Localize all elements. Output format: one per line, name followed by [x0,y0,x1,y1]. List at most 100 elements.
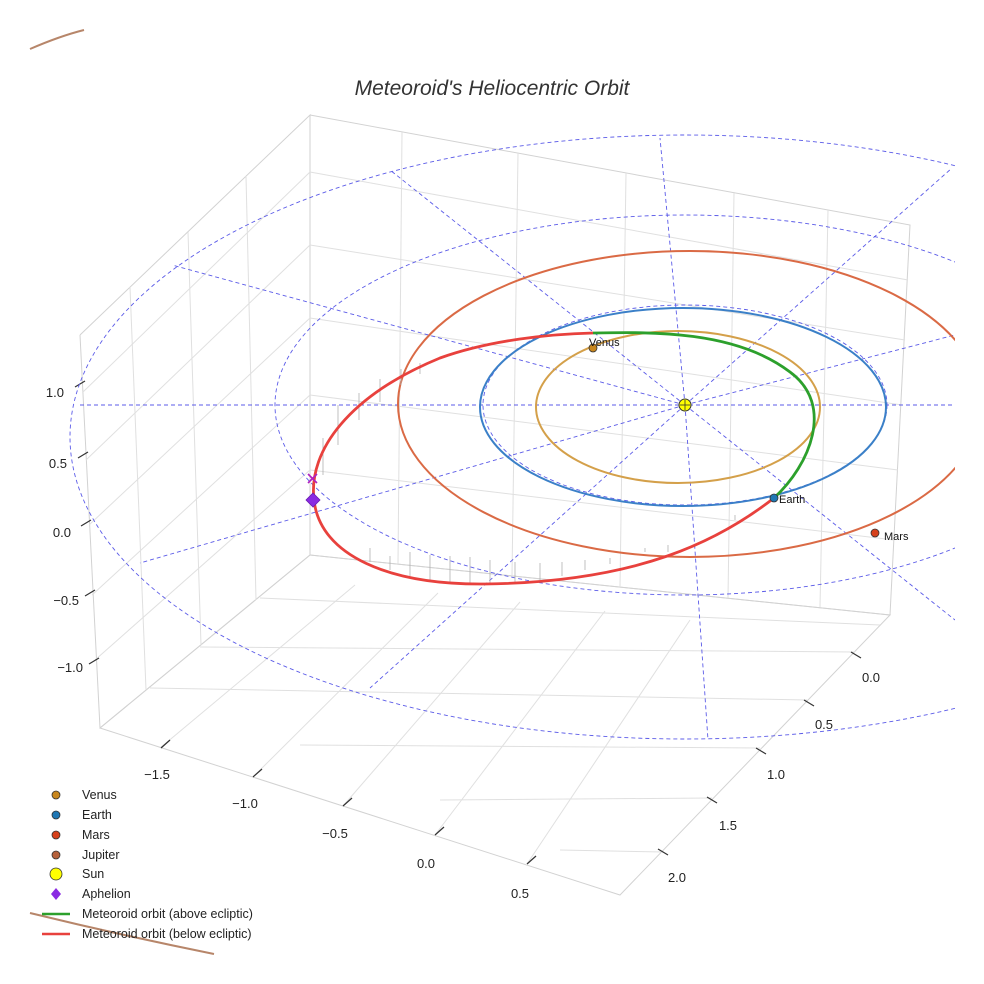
grid-line [199,646,856,653]
z-axis: 1.0 0.5 0.0 −0.5 −1.0 [46,380,100,675]
ecliptic-circle [69,134,955,740]
grid-line [309,244,906,341]
jupiter-orbit-arc [29,912,215,955]
legend-venus-label: Venus [82,788,117,802]
ecliptic-radial [659,137,686,406]
legend-mars-icon [51,830,61,840]
grid-line [309,171,909,281]
x-axis: −1.5 −1.0 −0.5 0.0 0.5 [144,739,537,901]
grid-line [129,286,147,691]
legend-below-label: Meteoroid orbit (below ecliptic) [82,927,252,941]
y-tick [850,651,862,659]
y-tick [755,747,767,755]
earth-label: Earth [779,494,805,506]
grid-line [526,619,691,865]
y-tick-label: 1.5 [719,818,737,833]
grid-line [259,597,881,626]
drop-lines [322,363,736,585]
x-tick-label: −1.0 [232,796,258,811]
grid-lines [82,131,909,865]
meteoroid-orbit-below [312,331,775,586]
grid-line [88,317,311,526]
z-tick [80,519,92,527]
legend-jupiter-label: Jupiter [82,848,120,862]
earth-marker [769,493,779,503]
x-tick [252,768,263,778]
z-tick-label: 0.5 [49,456,67,471]
z-tick-label: −1.0 [57,660,83,675]
z-tick-label: 0.0 [53,525,71,540]
legend-jupiter-icon [51,850,61,860]
ecliptic-radial [684,334,955,406]
y-tick [657,848,669,856]
x-tick [434,826,445,836]
legend-aphelion-label: Aphelion [82,887,131,901]
grid-line [159,584,356,749]
y-tick [803,699,815,707]
grid-line [397,131,403,565]
ecliptic-radial [139,404,686,564]
grid-line [252,592,439,778]
y-tick-label: 0.0 [862,670,880,685]
z-tick-label: 1.0 [46,385,64,400]
y-tick [706,796,718,804]
ecliptic-circle [274,214,955,596]
grid-line [187,231,202,646]
grid-line [434,610,606,836]
grid-line [85,244,311,461]
ecliptic-radial [684,404,955,621]
z-tick-label: −0.5 [53,593,79,608]
legend-sun-icon [49,867,63,881]
legend-sun-label: Sun [82,867,104,881]
grid-line [299,744,761,749]
legend-venus-icon [51,790,61,800]
legend-earth-icon [51,810,61,820]
legend-earth-label: Earth [82,808,112,822]
mars-label: Mars [884,531,909,543]
grid-line [94,469,311,661]
jupiter-orbit-arc [29,29,85,50]
x-tick [160,739,171,749]
grid-line [511,152,519,577]
z-tick [88,657,100,665]
x-tick-label: −1.5 [144,767,170,782]
back-left-pane [79,113,311,730]
y-axis: 0.0 0.5 1.0 1.5 2.0 [657,651,880,885]
grid-line [727,192,735,599]
axes-box [79,113,911,896]
meteoroid-orbit-above [592,331,816,500]
x-tick [526,855,537,865]
grid-line [309,317,903,406]
ecliptic-radial [369,404,686,689]
x-tick-label: 0.0 [417,856,435,871]
ecliptic-grid [69,134,955,741]
earth-orbit [479,307,887,507]
grid-line [82,171,311,393]
legend-aphelion-icon [51,888,61,900]
y-tick-label: 1.0 [767,767,785,782]
mars-marker [870,528,880,538]
aphelion-marker [305,492,321,508]
grid-line [439,797,713,801]
ecliptic-radial [389,169,686,406]
grid-line [245,175,257,601]
x-tick [342,797,353,807]
chart-title: Meteoroid's Heliocentric Orbit [355,77,631,100]
z-tick [77,451,89,459]
grid-line [309,394,899,471]
grid-line [91,394,311,596]
grid-line [149,687,808,701]
x-tick-label: 0.5 [511,886,529,901]
floor-pane [99,554,892,896]
grid-line [309,469,895,541]
legend-mars-label: Mars [82,828,110,842]
venus-label: Venus [589,337,620,349]
y-tick-label: 2.0 [668,870,686,885]
ecliptic-radial [171,264,686,406]
aphelion-projection-marker [307,473,318,484]
venus-marker [588,343,598,353]
sun-marker [678,398,692,412]
legend: Venus Earth Mars Jupiter Sun Aphelion Me… [42,788,253,941]
ecliptic-radial [684,404,709,741]
